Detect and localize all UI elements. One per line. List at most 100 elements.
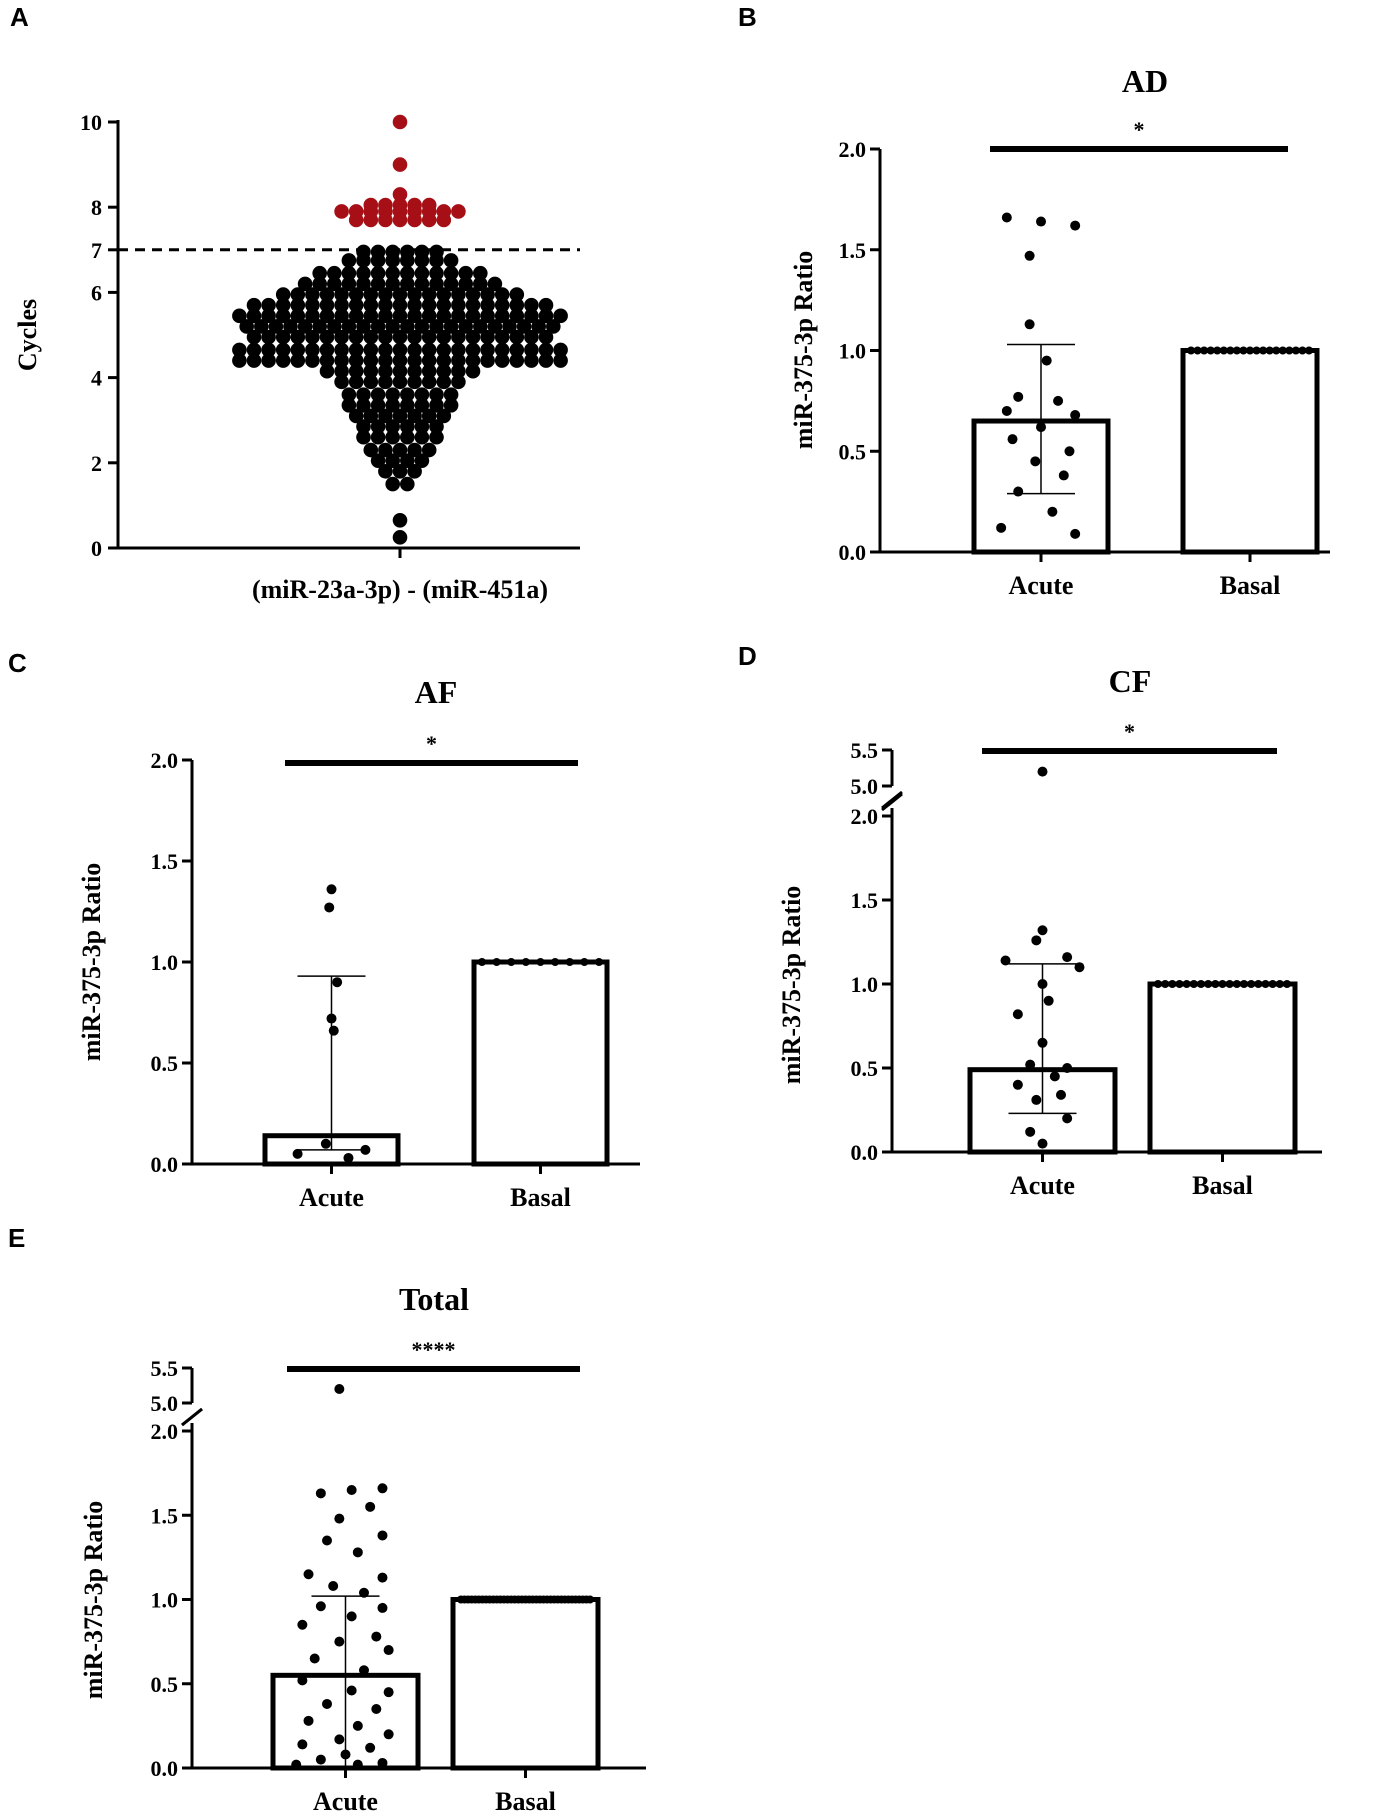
data-point [1031, 1094, 1042, 1105]
data-point [290, 342, 306, 358]
data-point [297, 1739, 308, 1750]
y-tick-label: 1.5 [151, 849, 179, 874]
data-point [1305, 346, 1313, 355]
data-point [1070, 220, 1081, 231]
data-point [429, 265, 444, 281]
data-point [1001, 405, 1012, 416]
data-point [356, 319, 371, 334]
data-point [996, 522, 1007, 533]
data-point [1062, 1063, 1073, 1073]
data-point [341, 397, 357, 413]
data-point [1213, 346, 1222, 355]
axis-break-mark [881, 790, 903, 810]
data-point [1024, 319, 1035, 330]
y-tick-label: 0.0 [851, 1140, 879, 1165]
data-point [363, 374, 379, 390]
data-point [1239, 346, 1248, 355]
data-point [383, 1729, 394, 1740]
bar-basal [471, 959, 610, 1167]
data-point [1001, 212, 1012, 223]
data-point [378, 464, 393, 479]
data-point [1013, 486, 1024, 497]
data-point [473, 265, 488, 281]
data-point [414, 319, 430, 334]
data-point [1058, 470, 1069, 481]
data-point [358, 1665, 369, 1676]
data-point [253, 319, 269, 334]
data-point [334, 353, 349, 368]
data-point [334, 1384, 345, 1394]
chart-title: Total [399, 1281, 469, 1317]
data-point [407, 342, 422, 358]
data-point [509, 342, 525, 358]
data-point [232, 353, 247, 368]
data-point [400, 429, 415, 445]
data-point [261, 297, 276, 313]
y-tick-label: 0 [91, 536, 102, 561]
data-point [421, 442, 437, 458]
y-axis-label: miR-375-3p Ratio [777, 886, 806, 1085]
data-point [451, 287, 466, 302]
data-point [436, 297, 452, 313]
data-point [392, 374, 408, 390]
data-point [465, 363, 481, 379]
data-point [538, 353, 554, 368]
data-point [1074, 962, 1085, 973]
data-point [1070, 528, 1081, 539]
data-point [334, 1513, 345, 1524]
data-point [392, 363, 408, 379]
data-point [392, 114, 408, 130]
data-point [385, 419, 401, 434]
data-point [524, 308, 539, 324]
data-point [1037, 925, 1048, 936]
data-point [400, 253, 415, 268]
data-point [385, 319, 401, 334]
data-point [377, 1602, 388, 1613]
data-point [363, 442, 379, 458]
data-point [407, 442, 422, 458]
data-point [246, 308, 262, 324]
data-point [305, 308, 320, 324]
data-point [494, 329, 510, 345]
data-point [341, 265, 357, 281]
data-point [1055, 1089, 1066, 1100]
data-point [370, 387, 386, 402]
data-point [1193, 346, 1202, 355]
data-point [385, 253, 401, 268]
data-point [356, 419, 371, 434]
data-point [326, 1013, 337, 1024]
data-point [275, 329, 291, 345]
data-point [1211, 980, 1220, 988]
data-point [494, 297, 510, 313]
y-tick-label: 2.0 [851, 804, 879, 829]
data-point [480, 287, 495, 302]
data-point [371, 1631, 382, 1642]
data-point [246, 329, 262, 345]
data-point [356, 397, 371, 413]
data-point [436, 374, 452, 390]
data-point [443, 387, 459, 402]
data-point [473, 319, 488, 334]
data-point [1036, 422, 1046, 433]
data-point [315, 1754, 326, 1765]
data-point [1218, 980, 1227, 988]
data-point [1049, 1071, 1060, 1082]
data-point [509, 329, 525, 345]
data-point [429, 387, 444, 402]
data-point [370, 429, 386, 445]
data-point [1252, 346, 1261, 355]
data-point [421, 297, 437, 313]
data-point [341, 319, 357, 334]
data-point [1053, 395, 1064, 406]
data-point [480, 297, 495, 313]
data-point [1025, 1126, 1036, 1137]
data-point [451, 363, 466, 379]
x-category-label: Acute [1009, 571, 1074, 600]
data-point [1036, 216, 1046, 227]
panel-letter-e: E [8, 1223, 25, 1253]
data-point [320, 1138, 331, 1149]
significance-marker: * [1134, 117, 1145, 142]
data-point [400, 319, 415, 334]
data-point [1161, 980, 1170, 988]
data-point [348, 353, 364, 368]
